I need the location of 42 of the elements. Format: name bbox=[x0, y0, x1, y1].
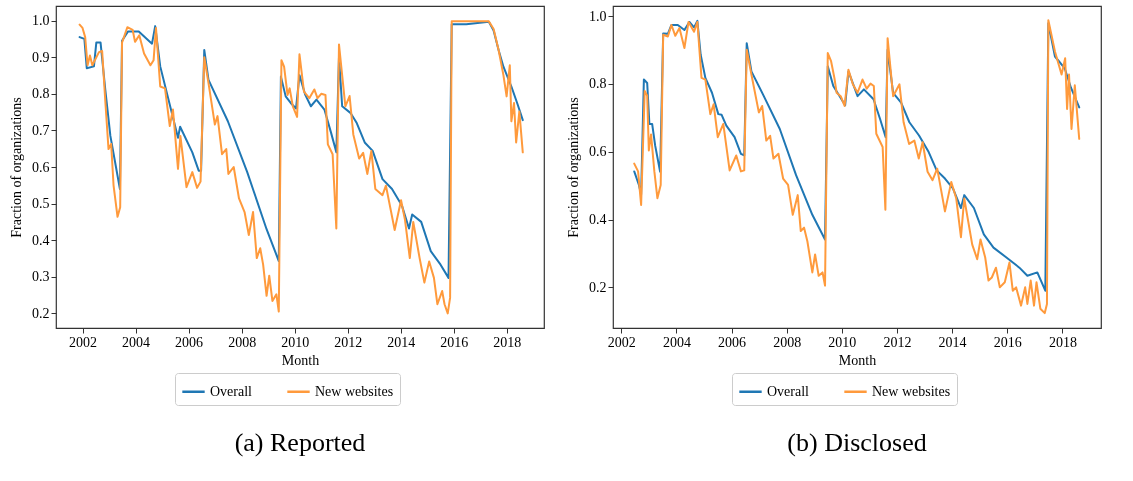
y-axis-title: Fraction of organizations bbox=[566, 97, 581, 238]
y-tick-label: 0.2 bbox=[589, 279, 607, 295]
x-tick-label: 2014 bbox=[387, 334, 416, 350]
x-tick-label: 2002 bbox=[69, 334, 98, 350]
x-axis-title: Month bbox=[838, 352, 877, 368]
y-tick-label: 1.0 bbox=[32, 13, 50, 29]
y-tick-label: 1.0 bbox=[589, 8, 607, 24]
x-tick-label: 2018 bbox=[1048, 334, 1077, 350]
x-tick-label: 2012 bbox=[883, 334, 912, 350]
x-tick-label: 2014 bbox=[938, 334, 967, 350]
legend-label: New websites bbox=[315, 383, 394, 399]
x-tick-label: 2004 bbox=[122, 334, 151, 350]
y-tick-label: 0.6 bbox=[32, 159, 50, 175]
y-axis-title: Fraction of organizations bbox=[9, 97, 24, 238]
y-tick-label: 0.3 bbox=[32, 269, 50, 285]
y-tick-label: 0.2 bbox=[32, 305, 50, 321]
y-tick-label: 0.7 bbox=[32, 122, 50, 138]
text: (b) Disclosed bbox=[787, 427, 927, 457]
legend-label: Overall bbox=[210, 383, 253, 399]
y-tick-label: 0.8 bbox=[589, 76, 607, 92]
y-tick-label: 0.4 bbox=[32, 232, 50, 248]
x-axis-title: Month bbox=[281, 352, 320, 368]
x-tick-label: 2004 bbox=[662, 334, 691, 350]
x-tick-label: 2010 bbox=[281, 334, 310, 350]
x-tick-label: 2018 bbox=[493, 334, 522, 350]
y-tick-label: 0.5 bbox=[32, 196, 50, 212]
x-tick-label: 2010 bbox=[828, 334, 857, 350]
x-tick-label: 2002 bbox=[607, 334, 636, 350]
x-tick-label: 2006 bbox=[175, 334, 204, 350]
y-tick-label: 0.4 bbox=[589, 212, 607, 228]
legend-label: New websites bbox=[872, 383, 951, 399]
text: (a) Reported bbox=[234, 427, 366, 457]
x-tick-label: 2006 bbox=[718, 334, 747, 350]
legend-label: Overall bbox=[767, 383, 810, 399]
x-tick-label: 2016 bbox=[440, 334, 469, 350]
x-tick-label: 2008 bbox=[228, 334, 257, 350]
x-tick-label: 2016 bbox=[993, 334, 1022, 350]
y-tick-label: 0.6 bbox=[589, 144, 607, 160]
x-tick-label: 2012 bbox=[334, 334, 363, 350]
y-tick-label: 0.9 bbox=[32, 49, 50, 65]
y-tick-label: 0.8 bbox=[32, 86, 50, 102]
x-tick-label: 2008 bbox=[773, 334, 802, 350]
